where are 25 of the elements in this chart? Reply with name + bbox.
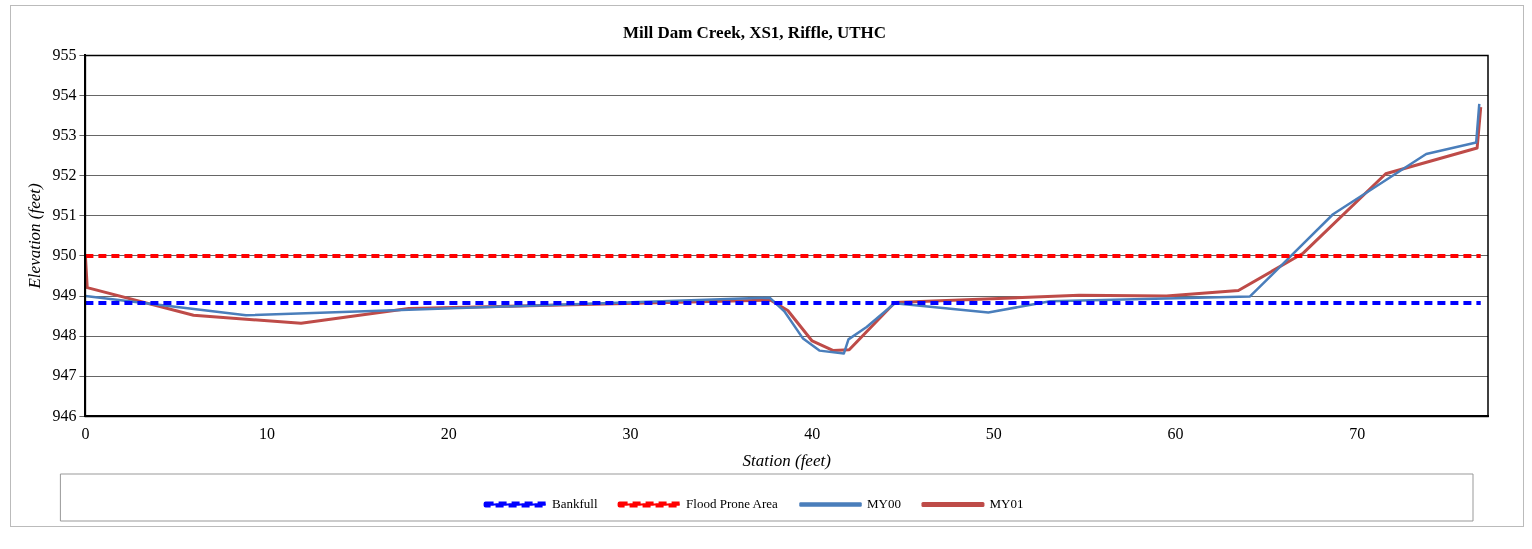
x-tick-label: 40: [804, 425, 821, 443]
y-tick-label: 951: [52, 206, 77, 224]
x-axis-title: Station (feet): [742, 451, 832, 471]
chart-title: Mill Dam Creek, XS1, Riffle, UTHC: [622, 22, 887, 42]
x-tick-label: 10: [259, 425, 276, 443]
y-tick-label: 946: [52, 406, 77, 424]
x-tick-label: 20: [440, 425, 457, 443]
x-tick-label: 70: [1349, 425, 1366, 443]
legend-label: Flood Prone Area: [686, 495, 779, 511]
y-tick-label: 952: [52, 165, 77, 183]
x-tick-label: 60: [1167, 425, 1184, 443]
legend-label: Bankfull: [552, 495, 598, 511]
x-tick-label: 30: [622, 425, 639, 443]
x-tick-label: 0: [81, 425, 90, 443]
y-tick-label: 954: [52, 85, 77, 103]
y-tick-label: 953: [52, 125, 77, 143]
y-tick-label: 950: [52, 246, 77, 264]
y-tick-label: 947: [52, 366, 77, 384]
y-tick-label: 948: [52, 326, 77, 344]
legend-label: MY00: [867, 495, 901, 511]
x-tick-label: 50: [985, 425, 1002, 443]
y-axis-title: Elevation (feet): [24, 182, 44, 290]
legend-label: MY01: [989, 495, 1024, 511]
y-tick-label: 955: [52, 45, 77, 63]
y-tick-label: 949: [52, 286, 77, 304]
